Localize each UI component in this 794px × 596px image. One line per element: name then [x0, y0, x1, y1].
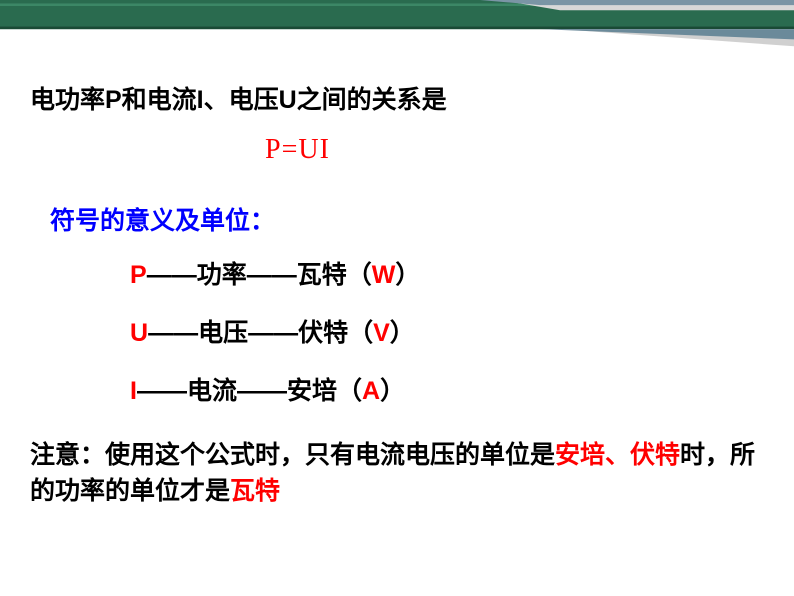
header-decoration: [0, 0, 794, 48]
symbol-u: U: [130, 319, 148, 347]
symbol-p: P: [130, 261, 147, 289]
unit-w: W: [372, 261, 396, 289]
note-highlight-units: 安培、伏特: [555, 441, 680, 469]
relationship-title: 电功率P和电流I、电压U之间的关系是: [30, 80, 770, 116]
usage-note: 注意：使用这个公式时，只有电流电压的单位是安培、伏特时，所的功率的单位才是瓦特: [30, 437, 770, 510]
symbol-row-i: I——电流——安培（A）: [130, 371, 770, 407]
slide-content: 电功率P和电流I、电压U之间的关系是 P=UI 符号的意义及单位： P——功率—…: [30, 80, 770, 510]
note-highlight-watt: 瓦特: [230, 477, 280, 505]
power-formula: P=UI: [265, 134, 770, 166]
symbols-heading: 符号的意义及单位：: [50, 201, 770, 237]
symbol-row-u: U——电压——伏特（V）: [130, 313, 770, 349]
symbol-row-p: P——功率——瓦特（W）: [130, 255, 770, 291]
unit-v: V: [373, 319, 390, 347]
unit-a: A: [362, 377, 380, 405]
symbol-i: I: [130, 377, 137, 405]
note-prefix: 注意：使用这个公式时，只有电流电压的单位是: [30, 441, 555, 469]
